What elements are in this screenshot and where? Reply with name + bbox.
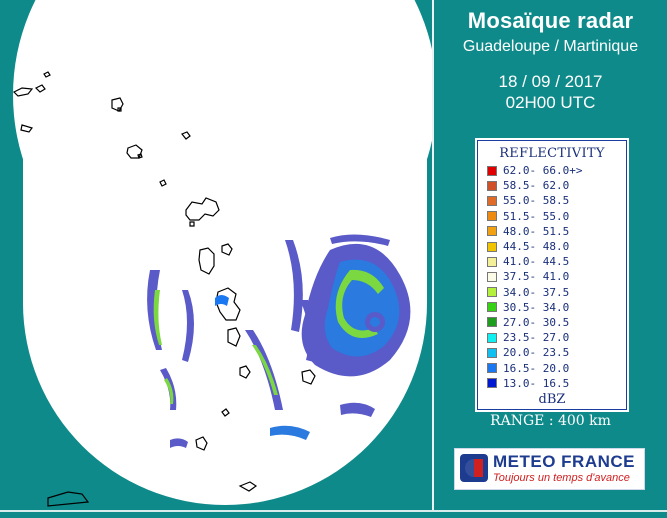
legend-row: 16.5- 20.0 bbox=[487, 360, 627, 375]
island-islet-4 bbox=[189, 221, 195, 227]
rain-echoes bbox=[147, 234, 411, 448]
echo-band-5 bbox=[285, 240, 303, 332]
island-stvincent bbox=[239, 365, 251, 379]
echo-west-cell bbox=[215, 295, 229, 306]
legend-range-label: 41.0- 44.5 bbox=[503, 255, 570, 269]
legend-swatch bbox=[487, 287, 497, 298]
island-tobago bbox=[238, 481, 258, 492]
legend-row: 34.0- 37.5 bbox=[487, 285, 627, 300]
legend-swatch bbox=[487, 378, 497, 389]
legend-swatch bbox=[487, 211, 497, 222]
range-label: RANGE : 400 km bbox=[490, 413, 611, 429]
island-grenada bbox=[195, 436, 208, 451]
panel-title: Mosaïque radar bbox=[467, 8, 634, 33]
legend-row: 58.5- 62.0 bbox=[487, 178, 627, 193]
info-panel: Mosaïque radar Guadeloupe / Martinique 1… bbox=[434, 0, 667, 510]
legend-swatch bbox=[487, 332, 497, 343]
legend-row: 44.5- 48.0 bbox=[487, 239, 627, 254]
island-stlucia bbox=[227, 327, 241, 347]
island-stkitts bbox=[20, 124, 33, 133]
legend-swatch bbox=[487, 363, 497, 374]
panel-divider bbox=[432, 0, 434, 510]
legend-range-label: 62.0- 66.0+> bbox=[503, 164, 583, 178]
legend-swatch bbox=[487, 241, 497, 252]
logo-name: METEO FRANCE bbox=[493, 452, 635, 471]
legend-range-label: 30.5- 34.0 bbox=[503, 300, 570, 314]
island-barbados bbox=[301, 369, 316, 385]
echo-north-band bbox=[330, 234, 390, 246]
meteo-france-logo: METEO FRANCE Toujours un temps d'avance bbox=[454, 448, 645, 490]
reflectivity-legend: REFLECTIVITY 62.0- 66.0+> 58.5- 62.0 55.0-… bbox=[475, 138, 629, 412]
island-grenadines bbox=[221, 408, 230, 417]
echo-band-2 bbox=[182, 290, 194, 362]
island-islet-3 bbox=[137, 153, 143, 159]
island-islet-2 bbox=[117, 107, 122, 112]
legend-range-label: 48.0- 51.5 bbox=[503, 224, 570, 238]
legend-range-label: 27.0- 30.5 bbox=[503, 315, 570, 329]
legend-row: 48.0- 51.5 bbox=[487, 224, 627, 239]
legend-row: 20.0- 23.5 bbox=[487, 345, 627, 360]
island-anguilla bbox=[12, 87, 34, 97]
island-martinique bbox=[215, 287, 241, 321]
legend-swatch bbox=[487, 302, 497, 313]
logo-emblem-icon bbox=[460, 454, 488, 482]
echo-band-3-core bbox=[164, 378, 174, 404]
island-outlines bbox=[12, 71, 316, 507]
island-stbarth bbox=[43, 71, 51, 78]
bottom-border bbox=[0, 510, 667, 512]
island-guadeloupe bbox=[185, 197, 220, 221]
legend-range-label: 34.0- 37.5 bbox=[503, 285, 570, 299]
legend-row: 51.5- 55.0 bbox=[487, 209, 627, 224]
radar-map bbox=[12, 0, 432, 507]
echo-band-southeast bbox=[340, 402, 375, 417]
legend-range-label: 13.0- 16.5 bbox=[503, 376, 570, 390]
echo-band-south bbox=[270, 425, 310, 440]
island-dominica bbox=[198, 247, 215, 275]
legend-swatch bbox=[487, 195, 497, 206]
legend-swatch bbox=[487, 226, 497, 237]
echo-arc-west-core bbox=[153, 290, 162, 345]
legend-title: REFLECTIVITY bbox=[499, 146, 605, 161]
legend-row: 23.5- 27.0 bbox=[487, 330, 627, 345]
legend-row: 37.5- 41.0 bbox=[487, 269, 627, 284]
island-marie-galante bbox=[221, 243, 233, 256]
echo-bottom-cells bbox=[170, 438, 188, 448]
legend-row: 13.0- 16.5 bbox=[487, 376, 627, 391]
legend-unit: dBZ bbox=[538, 391, 566, 407]
legend-swatch bbox=[487, 347, 497, 358]
legend-range-label: 37.5- 41.0 bbox=[503, 270, 570, 284]
legend-swatch bbox=[487, 271, 497, 282]
legend-rows: 62.0- 66.0+> 58.5- 62.0 55.0- 58.5 51.5- 55… bbox=[477, 163, 627, 391]
legend-row: 55.0- 58.5 bbox=[487, 193, 627, 208]
hurricane-eye-center bbox=[370, 317, 380, 327]
observation-date: 18 / 09 / 2017 bbox=[498, 72, 603, 91]
legend-swatch bbox=[487, 317, 497, 328]
legend-range-label: 16.5- 20.0 bbox=[503, 361, 570, 375]
legend-range-label: 23.5- 27.0 bbox=[503, 331, 570, 345]
legend-swatch bbox=[487, 180, 497, 191]
legend-range-label: 58.5- 62.0 bbox=[503, 179, 570, 193]
island-montserrat bbox=[159, 179, 167, 187]
legend-range-label: 51.5- 55.0 bbox=[503, 209, 570, 223]
legend-range-label: 55.0- 58.5 bbox=[503, 194, 570, 208]
legend-row: 27.0- 30.5 bbox=[487, 315, 627, 330]
echo-band-4-core bbox=[252, 345, 278, 395]
island-islet-1 bbox=[181, 131, 191, 140]
legend-range-label: 44.5- 48.0 bbox=[503, 240, 570, 254]
legend-range-label: 20.0- 23.5 bbox=[503, 346, 570, 360]
legend-row: 30.5- 34.0 bbox=[487, 300, 627, 315]
legend-row: 41.0- 44.5 bbox=[487, 254, 627, 269]
island-stmartin bbox=[34, 84, 46, 93]
panel-subtitle: Guadeloupe / Martinique bbox=[462, 38, 639, 55]
hurricane-eyewall bbox=[335, 269, 384, 338]
legend-row: 62.0- 66.0+> bbox=[487, 163, 627, 178]
logo-tagline: Toujours un temps d'avance bbox=[493, 472, 630, 484]
legend-swatch bbox=[487, 256, 497, 267]
observation-time: 02H00 UTC bbox=[505, 93, 596, 112]
island-trinidad bbox=[47, 491, 90, 507]
legend-swatch bbox=[487, 165, 497, 176]
